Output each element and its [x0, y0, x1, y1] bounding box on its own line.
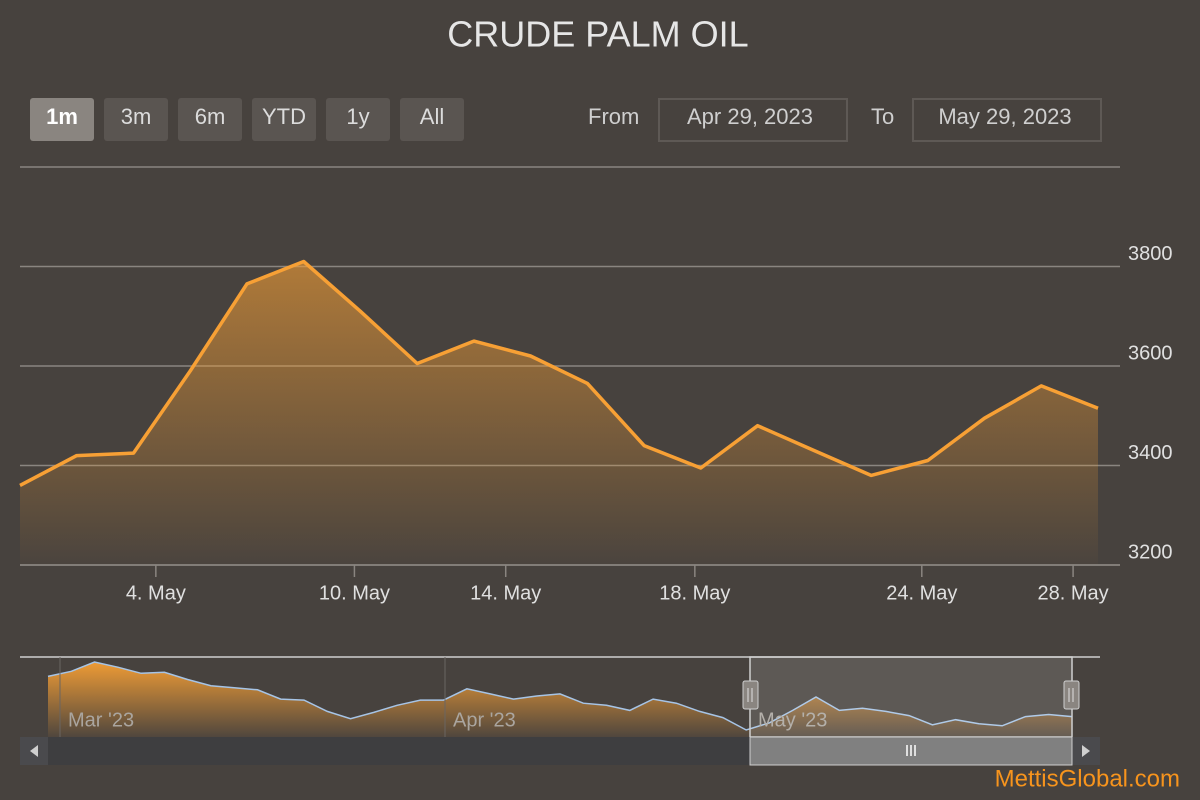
to-input[interactable] [912, 98, 1102, 142]
handle-left[interactable] [742, 680, 759, 710]
arrow-right [1082, 745, 1090, 757]
handle-right[interactable] [1063, 680, 1080, 710]
plot: 3200 3400 3600 3800 4. May 10. May 14. May 18. … [19, 243, 1173, 604]
area [20, 261, 1098, 565]
navigator-label: Apr '23 [453, 709, 516, 731]
range-button[interactable]: YTD [252, 98, 316, 141]
button-bg[interactable] [104, 98, 168, 141]
button-label[interactable]: 6m [195, 104, 226, 129]
range-button[interactable]: 3m [104, 98, 168, 141]
button-bg[interactable] [30, 98, 94, 141]
watermark: MettisGlobal.com [995, 765, 1180, 792]
y-tick-label: 3400 [1128, 442, 1173, 464]
x-tick-label: 14. May [470, 582, 541, 604]
x-tick-label: 28. May [1038, 582, 1109, 604]
navigator-handle[interactable] [742, 680, 1080, 710]
button-label[interactable]: YTD [262, 104, 306, 129]
navigator-label: Mar '23 [68, 709, 134, 731]
button-bg[interactable] [326, 98, 390, 141]
x-tick-label: 24. May [886, 582, 957, 604]
navigator-selection[interactable] [749, 656, 1073, 738]
range-button[interactable]: 6m [178, 98, 242, 141]
x-tick-label: 10. May [319, 582, 390, 604]
from-input[interactable] [658, 98, 848, 142]
button-label[interactable]: All [420, 104, 444, 129]
y-tick-label: 3200 [1128, 541, 1173, 563]
button-bg[interactable] [400, 98, 464, 141]
button-bg[interactable] [252, 98, 316, 141]
button-label[interactable]: 3m [121, 104, 152, 129]
x-tick-label: 4. May [126, 582, 186, 604]
from-date[interactable]: Apr 29, 2023 [687, 104, 813, 129]
to-date[interactable]: May 29, 2023 [938, 104, 1071, 129]
arrow-left [30, 745, 38, 757]
from-label: From [588, 104, 639, 129]
chart-title: CRUDE PALM OIL [447, 14, 748, 55]
navigator-area [48, 662, 1072, 737]
button-label[interactable]: 1m [46, 104, 78, 129]
range-button[interactable]: 1y [326, 98, 390, 141]
range-selector: 1m 3m 6m YTD 1y All [30, 98, 464, 141]
button-label[interactable]: 1y [346, 104, 369, 129]
button-bg[interactable] [178, 98, 242, 141]
navigator-label: May '23 [758, 709, 827, 731]
navigator-line [47, 661, 1073, 731]
x-tick-label: 18. May [659, 582, 730, 604]
range-button[interactable]: All [400, 98, 464, 141]
range-button[interactable]: 1m [30, 98, 94, 141]
line [19, 259, 1099, 487]
y-tick-label: 3600 [1128, 342, 1173, 364]
to-label: To [871, 104, 894, 129]
y-tick-label: 3800 [1128, 243, 1173, 265]
